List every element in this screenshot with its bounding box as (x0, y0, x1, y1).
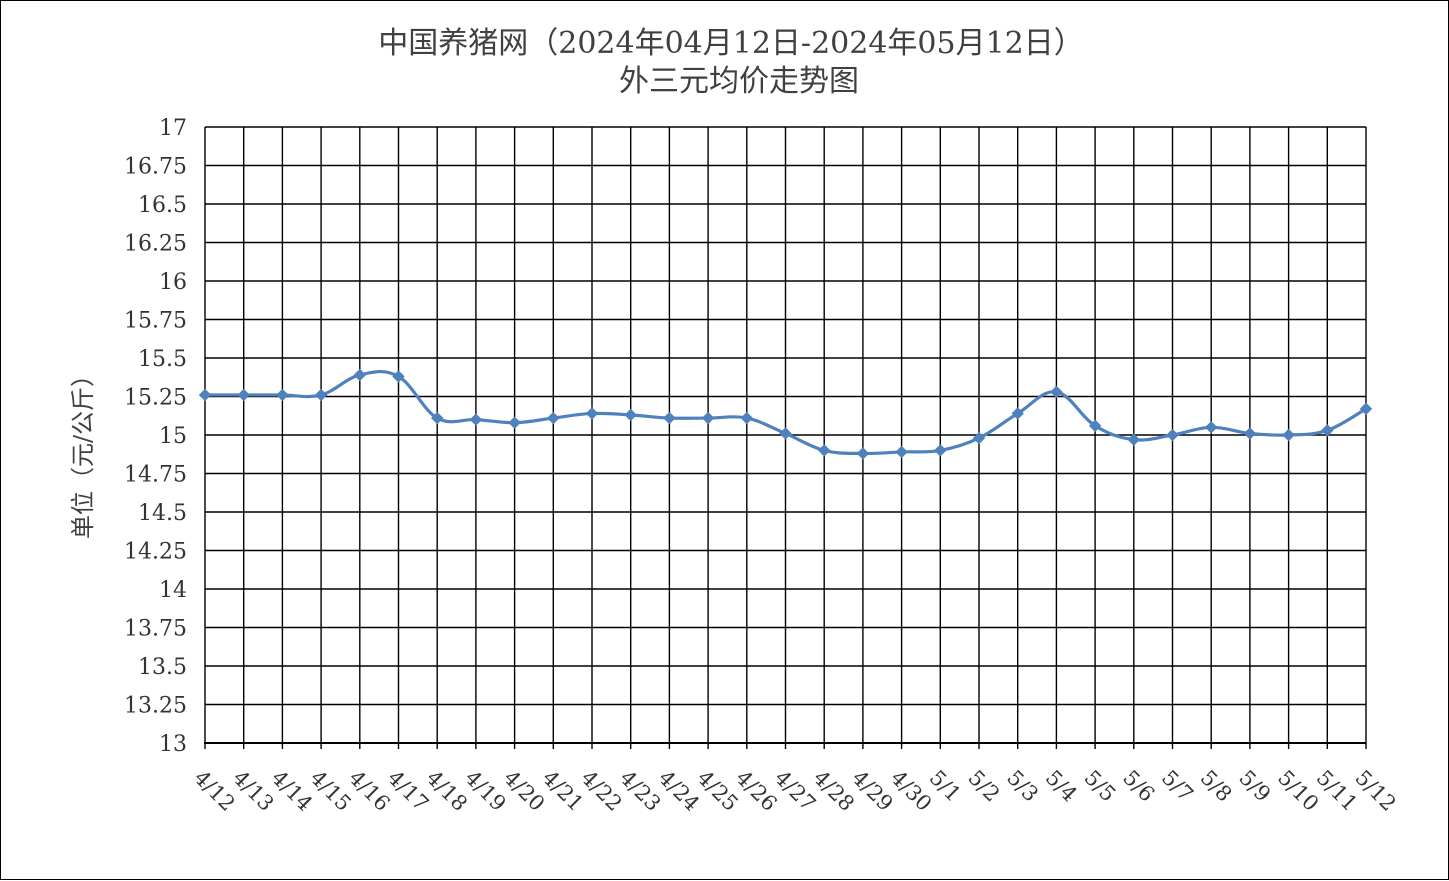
x-tick-label: 4/28 (809, 766, 859, 816)
x-tick-label: 4/14 (267, 766, 317, 816)
x-axis-ticks: 4/124/134/144/154/164/174/184/194/204/21… (189, 766, 1400, 816)
x-tick-label: 4/25 (693, 766, 743, 816)
data-point-marker (237, 388, 250, 402)
y-tick-label: 17 (159, 116, 187, 141)
y-tick-label: 14.25 (124, 540, 187, 565)
x-tick-label: 4/21 (538, 766, 588, 816)
x-tick-label: 5/3 (1002, 766, 1043, 807)
data-point-marker (508, 416, 521, 429)
y-axis-label: 单位（元/公斤） (69, 363, 97, 539)
x-tick-label: 4/20 (499, 766, 549, 816)
data-point-marker (934, 444, 947, 457)
data-point-marker (314, 388, 328, 402)
x-tick-label: 4/18 (422, 766, 472, 816)
grid (204, 126, 1367, 749)
data-point-marker (1050, 385, 1063, 399)
x-tick-label: 5/2 (963, 766, 1004, 807)
x-tick-label: 4/16 (344, 766, 394, 816)
x-tick-label: 4/12 (189, 766, 239, 816)
x-tick-label: 4/22 (576, 766, 626, 816)
data-point-marker (1359, 402, 1373, 416)
chart-title-line1: 中国养猪网（2024年04月12日-2024年05月12日） (378, 26, 1084, 61)
x-tick-label: 5/11 (1312, 766, 1362, 816)
x-tick-label: 4/13 (228, 766, 278, 816)
data-point-marker (1204, 421, 1218, 434)
data-point-marker (276, 388, 289, 402)
data-point-marker (353, 368, 367, 382)
data-point-marker (779, 427, 792, 440)
x-tick-label: 4/19 (460, 766, 510, 816)
y-tick-label: 16.75 (124, 155, 187, 180)
data-point-marker (856, 447, 870, 460)
y-tick-label: 14.5 (138, 501, 187, 526)
y-tick-label: 13.75 (124, 617, 187, 642)
data-point-marker (1321, 424, 1334, 437)
y-axis-ticks: 17 16.75 16.5 16.25 16 15.75 15.5 15.25 15 14.75 1… (124, 116, 187, 757)
x-tick-label: 4/30 (886, 766, 936, 816)
y-tick-label: 14.75 (124, 463, 187, 488)
data-point-marker (972, 431, 986, 445)
x-tick-label: 5/5 (1080, 766, 1121, 807)
data-point-marker (1011, 407, 1024, 420)
y-tick-label: 16 (159, 270, 187, 295)
x-tick-label: 5/7 (1157, 766, 1198, 807)
y-tick-label: 13 (159, 732, 187, 757)
y-tick-label: 16.5 (138, 193, 187, 218)
data-point-marker (1127, 433, 1141, 446)
y-tick-label: 15.25 (124, 386, 187, 411)
data-point-marker (663, 411, 676, 425)
data-point-marker (701, 411, 715, 425)
data-point-marker (624, 408, 637, 422)
y-tick-label: 15.5 (138, 347, 187, 372)
data-point-marker (740, 411, 754, 425)
y-tick-label: 13.25 (124, 694, 187, 719)
data-point-marker (817, 444, 831, 457)
data-point-marker (1282, 428, 1295, 442)
data-point-marker (430, 411, 444, 425)
y-tick-label: 14 (159, 578, 187, 603)
data-point-marker (1088, 419, 1102, 432)
x-tick-label: 5/6 (1118, 766, 1159, 807)
data-point-marker (1166, 428, 1179, 442)
x-tick-label: 5/4 (1041, 766, 1082, 807)
x-tick-label: 4/29 (847, 766, 897, 816)
data-point-marker (198, 388, 212, 402)
x-tick-label: 4/26 (731, 766, 781, 816)
y-tick-label: 15.75 (124, 309, 187, 334)
x-tick-label: 5/12 (1350, 766, 1400, 816)
x-tick-label: 4/27 (770, 766, 820, 816)
chart-title-line2: 外三元均价走势图 (619, 64, 859, 99)
data-point-marker (895, 445, 908, 459)
x-tick-label: 5/9 (1234, 766, 1275, 807)
x-tick-label: 4/15 (306, 766, 356, 816)
x-tick-label: 5/8 (1196, 766, 1237, 807)
x-tick-label: 5/10 (1273, 766, 1323, 816)
data-point-marker (1243, 427, 1257, 440)
x-tick-label: 4/24 (654, 766, 704, 816)
data-point-marker (469, 413, 483, 426)
y-tick-label: 16.25 (124, 232, 187, 257)
x-tick-label: 4/17 (383, 766, 433, 816)
x-tick-label: 4/23 (615, 766, 665, 816)
series-group (198, 368, 1373, 460)
data-point-marker (392, 370, 405, 383)
y-tick-label: 13.5 (138, 655, 187, 680)
y-tick-label: 15 (159, 424, 187, 449)
data-point-marker (585, 407, 599, 420)
data-point-marker (547, 411, 560, 425)
